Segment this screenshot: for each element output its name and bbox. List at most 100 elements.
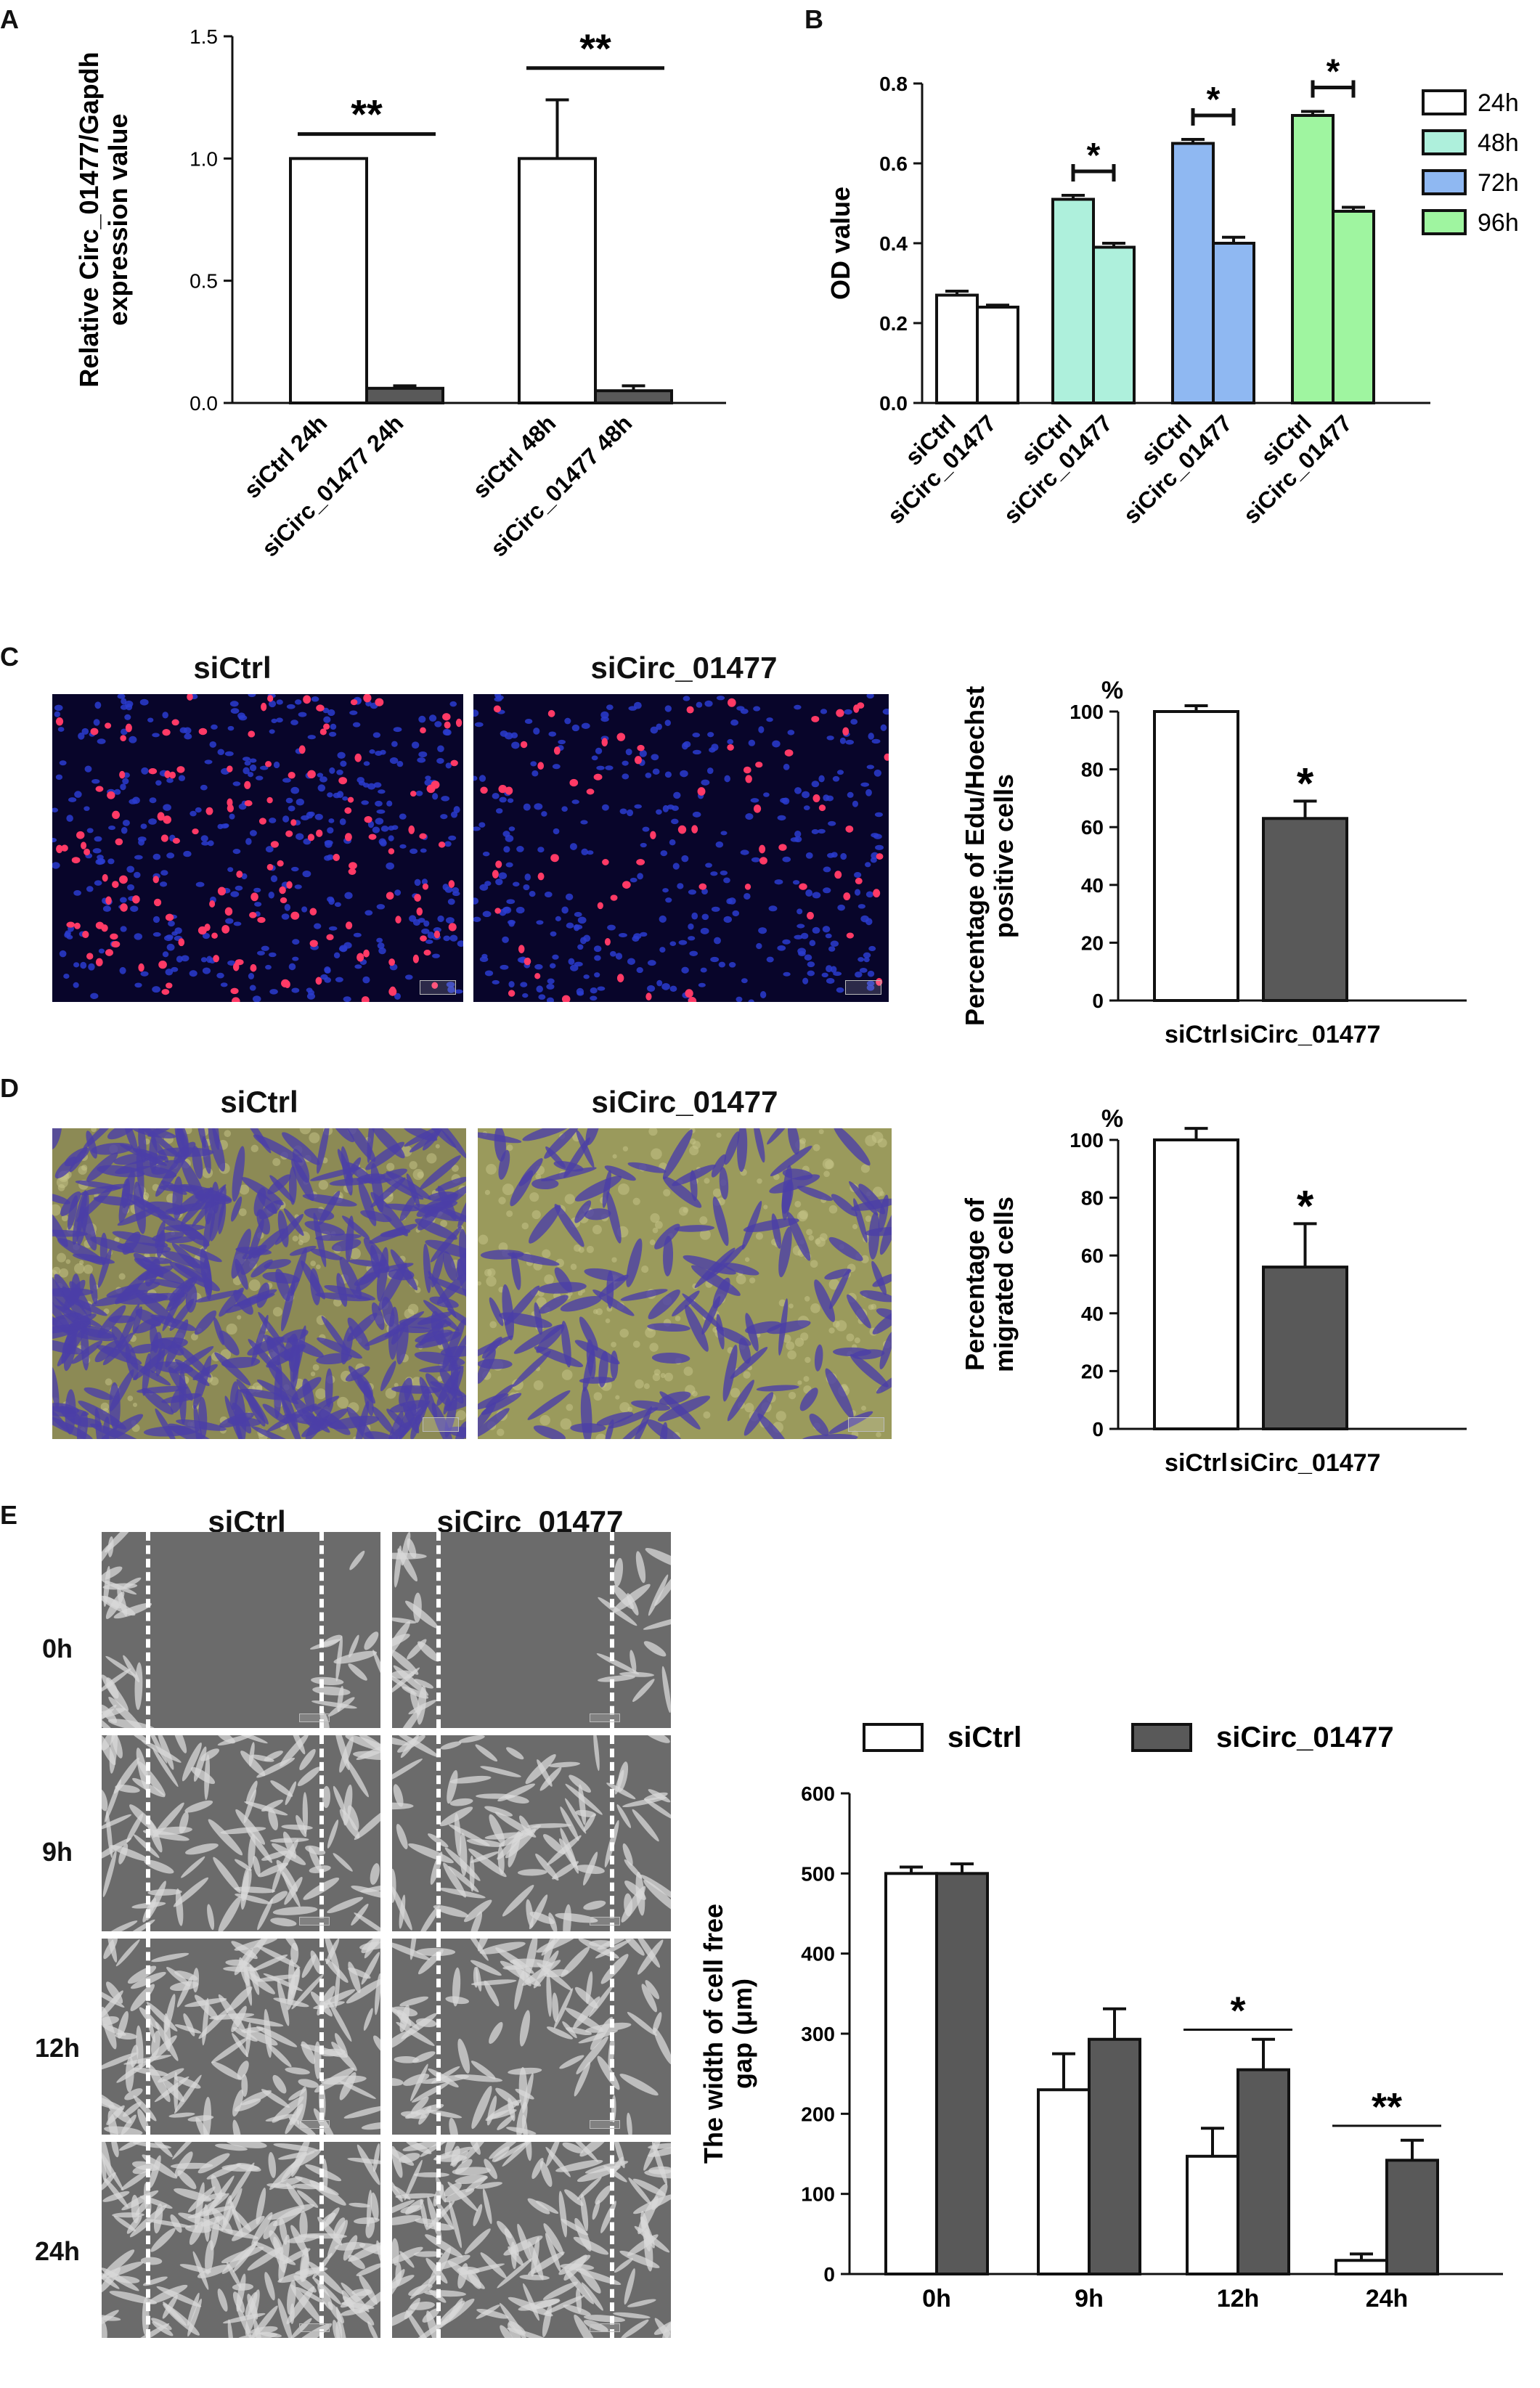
membrane-texture xyxy=(293,1236,298,1242)
nucleus-hoechst xyxy=(701,780,709,786)
nucleus-hoechst xyxy=(665,897,672,902)
nucleus-edu xyxy=(417,908,423,916)
nucleus-hoechst xyxy=(548,732,556,737)
nucleus-hoechst xyxy=(323,716,330,722)
nucleus-hoechst xyxy=(546,984,554,990)
x-tick-label: siCirc_01477 48h xyxy=(485,409,637,561)
membrane-texture xyxy=(532,1210,541,1219)
cell xyxy=(392,1756,424,1785)
nucleus-hoechst xyxy=(454,806,460,813)
nucleus-hoechst xyxy=(812,781,820,787)
nucleus-hoechst xyxy=(483,911,492,918)
nucleus-hoechst xyxy=(801,933,808,940)
nucleus-hoechst xyxy=(274,762,280,768)
nucleus-hoechst xyxy=(626,749,632,755)
membrane-texture xyxy=(650,1213,659,1223)
nucleus-hoechst xyxy=(616,953,622,959)
nucleus-hoechst xyxy=(857,957,864,962)
nucleus-hoechst xyxy=(372,827,380,834)
nucleus-hoechst xyxy=(541,811,547,817)
cell xyxy=(392,1552,427,1560)
nucleus-hoechst xyxy=(505,835,514,842)
membrane-texture xyxy=(633,1198,640,1205)
nucleus-hoechst xyxy=(285,904,290,911)
nucleus-hoechst xyxy=(369,749,375,754)
nucleus-hoechst xyxy=(502,937,509,943)
membrane-texture xyxy=(644,1383,650,1389)
cell xyxy=(272,1905,317,1917)
cell xyxy=(414,2172,449,2177)
membrane-texture xyxy=(663,1189,670,1197)
nucleus-edu xyxy=(120,903,128,912)
nucleus-edu xyxy=(492,870,499,879)
membrane-texture xyxy=(410,1161,417,1169)
nucleus-hoechst xyxy=(98,858,105,864)
nucleus-hoechst xyxy=(610,951,616,957)
nucleus-edu xyxy=(277,860,283,867)
nucleus-hoechst xyxy=(335,902,341,908)
nucleus-edu xyxy=(176,766,184,773)
migrated-cell xyxy=(757,1384,799,1393)
nucleus-edu xyxy=(316,704,324,711)
bar-e xyxy=(937,1873,987,2274)
nucleus-hoechst xyxy=(227,867,233,872)
legend-label: 24h xyxy=(1478,89,1519,117)
nucleus-hoechst xyxy=(399,813,407,819)
nucleus-hoechst xyxy=(309,812,315,817)
nucleus-edu xyxy=(192,828,198,834)
cell xyxy=(175,2168,199,2192)
nucleus-edu xyxy=(233,963,240,971)
scale-bar xyxy=(848,1417,884,1432)
membrane-texture xyxy=(789,1392,796,1399)
wound-image-texture xyxy=(392,1532,671,1728)
wound-image-texture xyxy=(102,1532,380,1728)
membrane-texture xyxy=(776,1411,786,1421)
cell xyxy=(519,2274,550,2281)
nucleus-hoechst xyxy=(855,889,860,895)
nucleus-hoechst xyxy=(552,955,558,960)
nucleus-hoechst xyxy=(741,978,748,983)
nucleus-hoechst xyxy=(558,740,566,744)
nucleus-hoechst xyxy=(362,977,370,984)
nucleus-hoechst xyxy=(405,974,413,979)
nucleus-edu xyxy=(754,804,761,812)
cell xyxy=(309,1637,341,1651)
cell xyxy=(518,1869,547,1876)
membrane-texture xyxy=(119,1274,126,1280)
nucleus-hoechst xyxy=(409,915,416,922)
nucleus-hoechst xyxy=(667,804,675,810)
panel-letter-e: E xyxy=(0,1500,17,1531)
nucleus-hoechst xyxy=(537,847,544,852)
wound-image-texture xyxy=(392,2142,671,2338)
y-axis-label: The width of cell free xyxy=(698,1904,728,2164)
wound-image-sictrl-24h xyxy=(102,2142,380,2338)
cell xyxy=(125,2057,134,2092)
nucleus-hoechst xyxy=(225,751,234,757)
membrane-texture xyxy=(487,1268,495,1276)
nucleus-hoechst xyxy=(80,962,86,969)
cell xyxy=(373,1973,380,2016)
membrane-texture xyxy=(855,1337,860,1343)
nucleus-hoechst xyxy=(716,841,724,848)
nucleus-hoechst xyxy=(183,851,191,857)
nucleus-hoechst xyxy=(710,957,719,962)
nucleus-edu xyxy=(164,770,170,778)
nucleus-hoechst xyxy=(86,886,94,892)
cell xyxy=(481,2188,494,2225)
nucleus-hoechst xyxy=(577,988,584,995)
e-row-label-0h: 0h xyxy=(42,1634,73,1664)
nucleus-edu xyxy=(451,760,458,767)
nucleus-hoechst xyxy=(794,705,801,710)
nucleus-hoechst xyxy=(329,732,336,737)
nucleus-hoechst xyxy=(235,886,243,891)
membrane-texture xyxy=(83,1265,93,1274)
y-axis-label: Relative Circ_01477/Gapdh xyxy=(74,52,104,387)
bar-b xyxy=(1292,115,1333,403)
nucleus-hoechst xyxy=(225,918,233,924)
membrane-texture xyxy=(806,1228,812,1235)
nucleus-hoechst xyxy=(736,706,744,711)
nucleus-hoechst xyxy=(243,757,250,761)
nucleus-hoechst xyxy=(148,818,157,825)
migrated-cell xyxy=(821,1366,857,1421)
nucleus-hoechst xyxy=(671,819,679,824)
